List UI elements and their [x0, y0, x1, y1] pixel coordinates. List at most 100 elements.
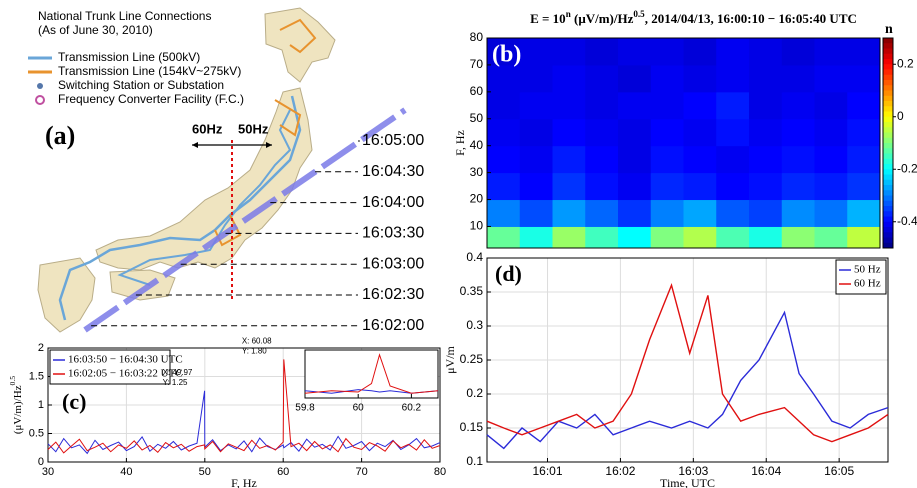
- colorbar-step: [883, 143, 893, 149]
- x-tick-label: 60: [277, 466, 289, 478]
- y-tick-label: 1: [38, 399, 44, 411]
- panel-label: (b): [492, 42, 521, 68]
- heat-cell: [585, 199, 619, 227]
- colorbar-step: [883, 164, 893, 170]
- heat-cell: [749, 172, 783, 201]
- heat-cell: [814, 199, 848, 227]
- heat-cell: [618, 172, 652, 201]
- colorbar-step: [883, 127, 893, 133]
- map-legend-title: National Trunk Line Connections: [38, 9, 211, 23]
- heat-cell: [618, 64, 652, 93]
- heat-cell: [519, 226, 553, 249]
- colorbar-step: [883, 80, 893, 86]
- heat-cell: [487, 38, 521, 66]
- heat-cell: [814, 91, 848, 120]
- x-tick-label: 60.2: [402, 403, 422, 414]
- panel-label: (c): [62, 389, 86, 414]
- colorbar-step: [883, 137, 893, 144]
- heat-cell: [814, 38, 848, 66]
- colorbar-step: [883, 158, 893, 165]
- x-tick-label: 70: [355, 466, 367, 478]
- heat-cell: [519, 64, 553, 93]
- heat-cell: [618, 118, 652, 147]
- heat-cell: [716, 64, 750, 93]
- y-tick-label: 30: [470, 165, 484, 179]
- heat-cell: [552, 118, 586, 147]
- y-tick-label: 40: [470, 138, 484, 152]
- y-tick-label: 60: [470, 84, 484, 98]
- heat-cell: [650, 226, 684, 249]
- heat-cell: [650, 145, 684, 174]
- chart-title-part: n: [566, 9, 571, 19]
- heat-cell: [814, 172, 848, 201]
- colorbar-step: [883, 200, 893, 207]
- colorbar-step: [883, 132, 893, 139]
- heat-cell: [716, 91, 750, 120]
- heat-cell: [650, 38, 684, 66]
- colorbar-step: [883, 237, 893, 244]
- colorbar-step: [883, 190, 893, 196]
- colorbar-step: [883, 48, 893, 55]
- heat-cell: [650, 91, 684, 120]
- heat-cell: [683, 199, 717, 227]
- annotation: X: 49.97: [163, 368, 193, 377]
- heat-cell: [814, 64, 848, 93]
- heat-cell: [552, 145, 586, 174]
- heat-cell: [683, 145, 717, 174]
- colorbar-step: [883, 85, 893, 91]
- heat-cell: [716, 118, 750, 147]
- heat-cell: [618, 91, 652, 120]
- colorbar-tick-label: -0.2: [897, 161, 917, 175]
- time-label: 16:04:30: [362, 163, 424, 180]
- colorbar-step: [883, 106, 893, 112]
- heat-cell: [781, 145, 815, 174]
- time-label: 16:03:00: [362, 255, 424, 272]
- y-tick-label: 0.5: [29, 427, 44, 439]
- annotation: X: 60.08: [242, 337, 272, 346]
- heat-cell: [749, 226, 783, 249]
- heat-cell: [487, 145, 521, 174]
- colorbar-step: [883, 227, 893, 233]
- colorbar-tick-label: 0.2: [897, 56, 914, 70]
- plot-frame: [486, 257, 889, 463]
- colorbar-step: [883, 221, 893, 228]
- heat-cell: [749, 38, 783, 66]
- map-legend-item: Switching Station or Substation: [58, 78, 224, 92]
- colorbar-step: [883, 43, 893, 49]
- colorbar-step: [883, 90, 893, 97]
- colorbar-step: [883, 232, 893, 238]
- colorbar-frame: [882, 37, 894, 249]
- x-tick-label: 16:05: [824, 464, 854, 478]
- heat-cell: [487, 91, 521, 120]
- colorbar-step: [883, 211, 893, 217]
- heat-cell: [683, 64, 717, 93]
- y-tick-label: 80: [470, 30, 484, 44]
- colorbar-step: [883, 101, 893, 107]
- inset-line: [304, 389, 439, 394]
- x-tick-label: 16:04: [751, 464, 781, 478]
- y-tick-label: 20: [470, 192, 484, 206]
- series-line: [486, 282, 889, 443]
- y-tick-label: 0.4: [466, 250, 483, 264]
- heat-cell: [552, 64, 586, 93]
- x-tick-label: 59.8: [295, 403, 315, 414]
- heat-cell: [519, 91, 553, 120]
- colorbar-step: [883, 38, 893, 44]
- panel-label: (d): [495, 261, 522, 286]
- x-tick-label: 16:03: [678, 464, 708, 478]
- heat-cell: [487, 118, 521, 147]
- chart-title: E = 10n (μV/m)/Hz0.5, 2014/04/13, 16:00:…: [530, 9, 857, 26]
- colorbar-step: [883, 74, 893, 81]
- heat-cell: [847, 118, 881, 147]
- y-axis-label: μV/m: [443, 345, 457, 373]
- time-label: 16:05:00: [362, 132, 424, 149]
- region-label: 50Hz: [238, 121, 269, 136]
- heat-cell: [650, 199, 684, 227]
- heat-cell: [552, 172, 586, 201]
- legend-box: [49, 349, 171, 385]
- heat-cell: [847, 91, 881, 120]
- colorbar-step: [883, 195, 893, 202]
- map-legend-item: Transmission Line (500kV): [58, 50, 200, 64]
- heat-cell: [585, 145, 619, 174]
- heat-cell: [552, 199, 586, 227]
